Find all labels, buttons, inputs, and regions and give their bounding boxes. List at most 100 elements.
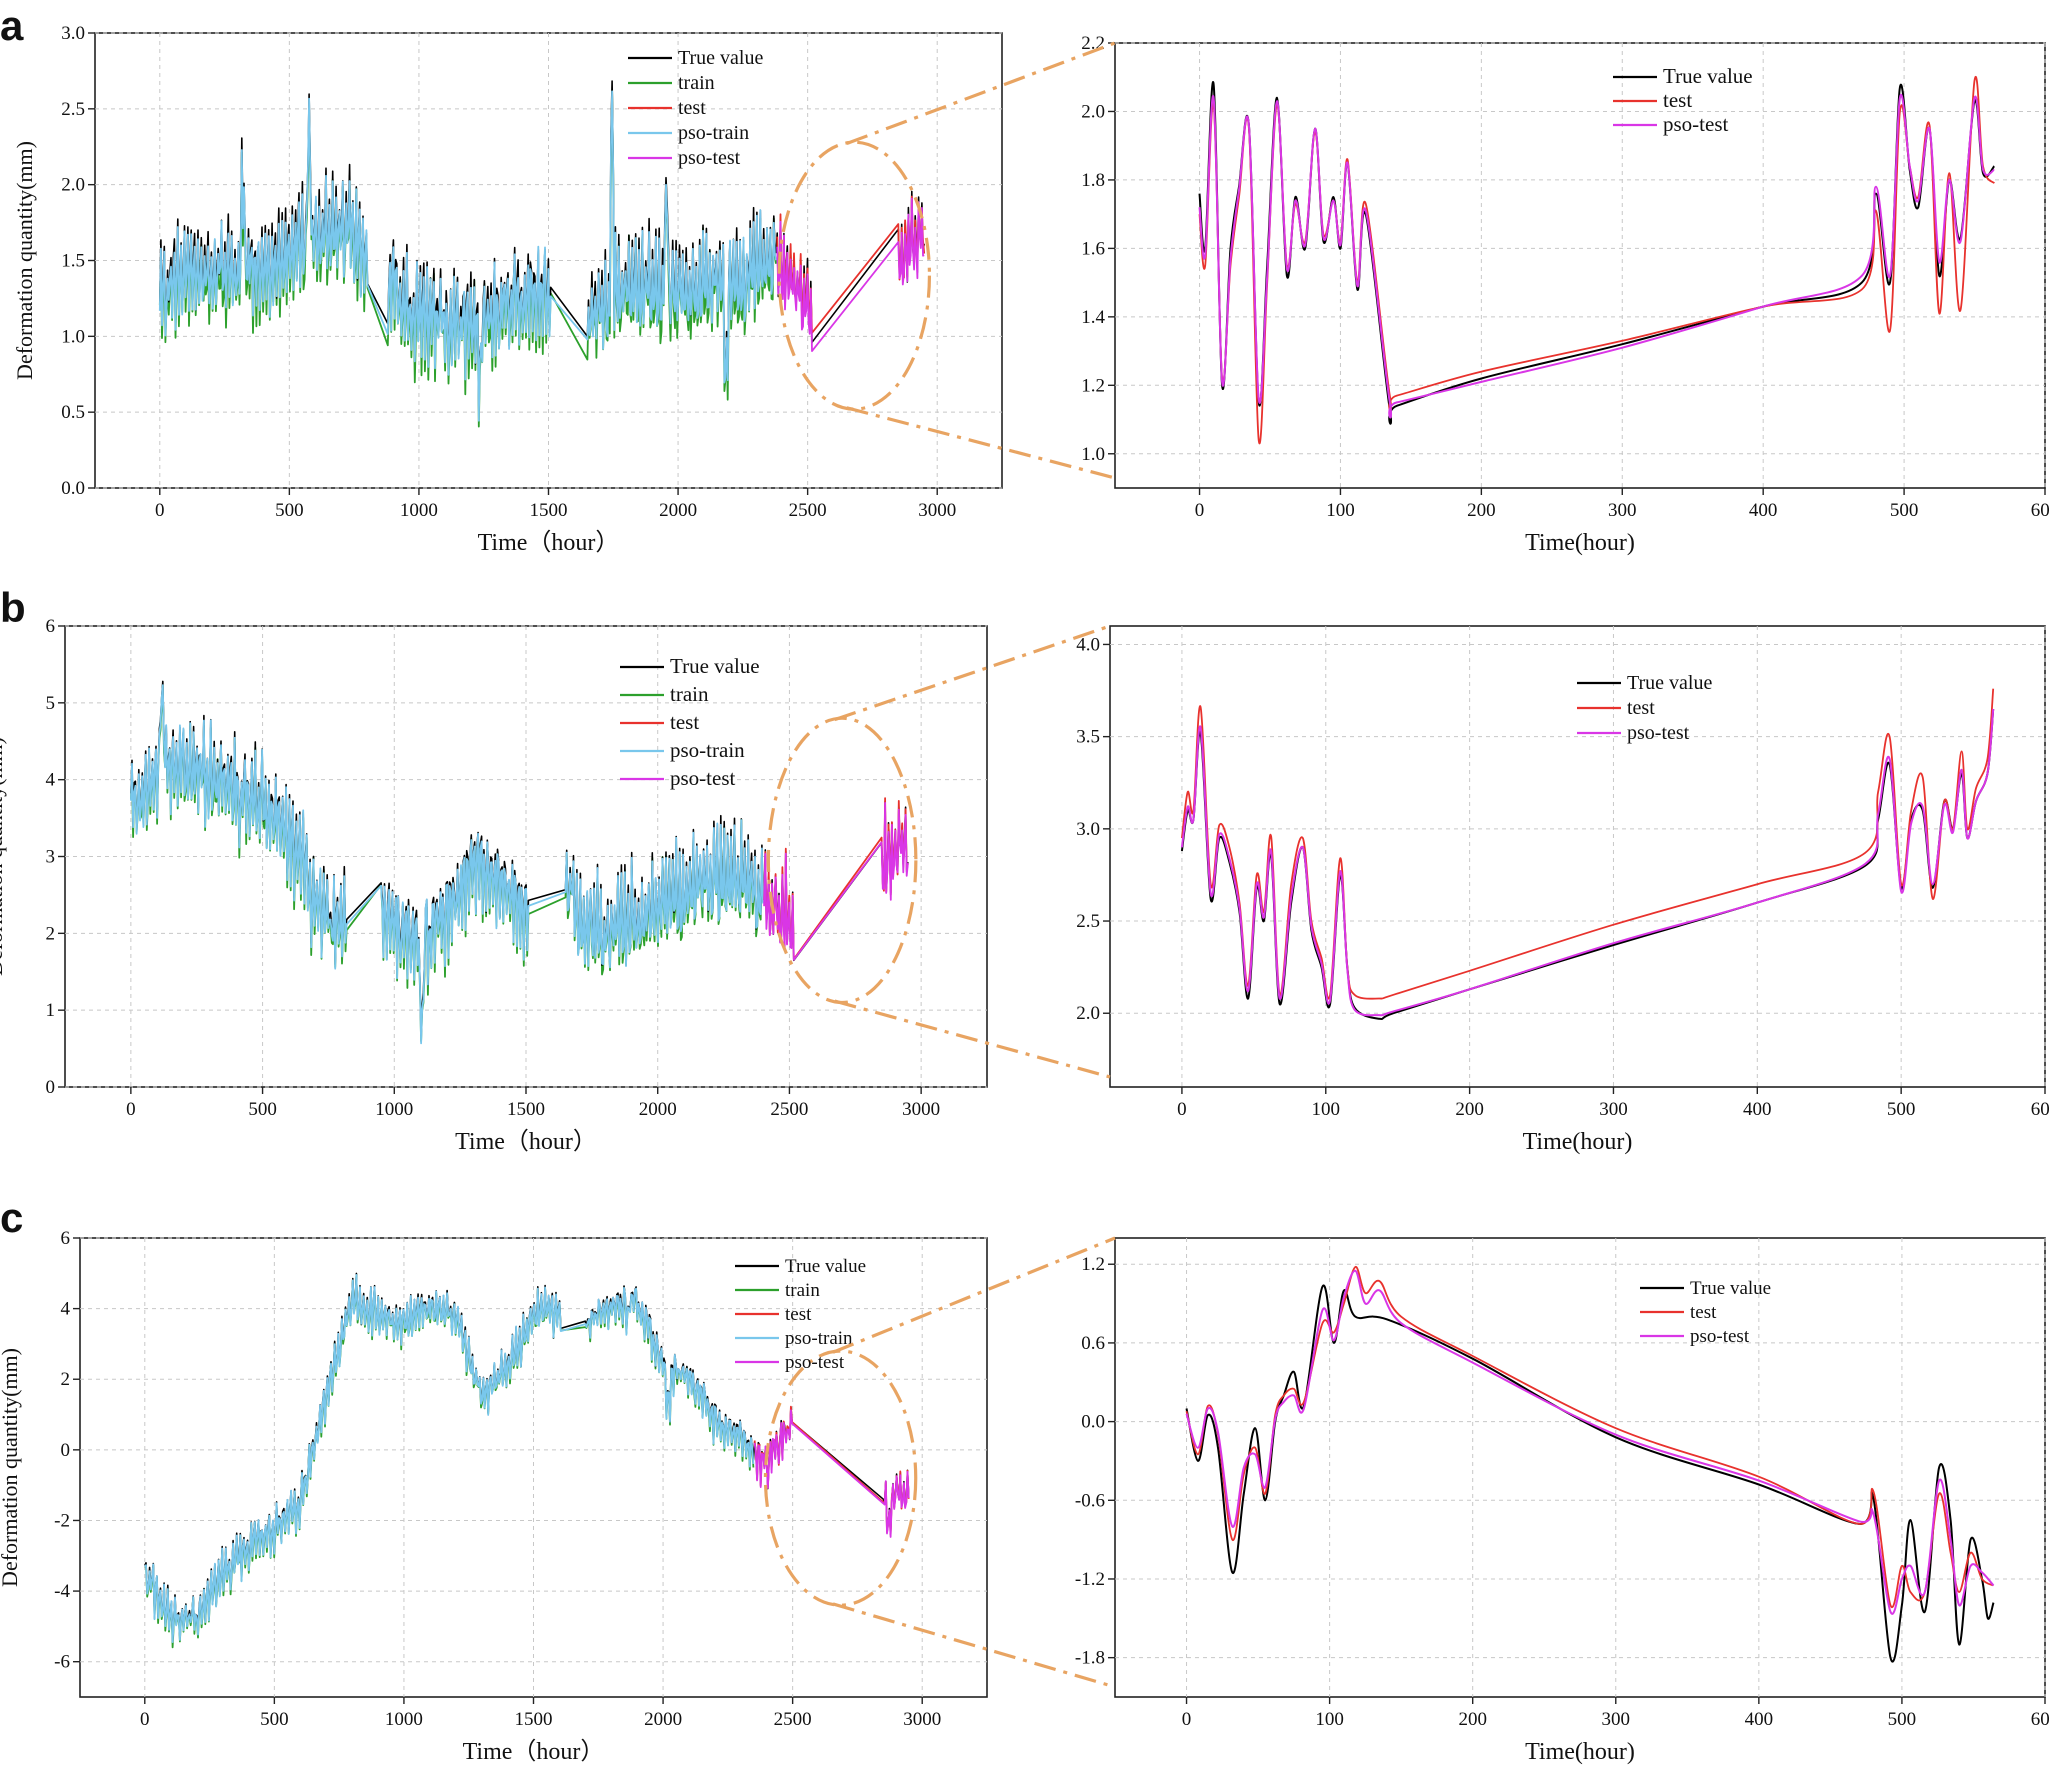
- plot-frame: [1114, 42, 2046, 489]
- x-tick-label: 1000: [375, 1099, 413, 1120]
- chart-b-right: 0 100 200 300 400 500 600 2.0 2.5 3.0 3.5 4.0 Time(h…: [1076, 625, 2050, 1155]
- x-tick-label: 500: [1888, 1709, 1917, 1730]
- grid: [1115, 1238, 2046, 1697]
- x-tick-label: 500: [275, 500, 304, 521]
- legend-label: test: [1627, 697, 1655, 719]
- series-pso-test-line: [753, 1409, 910, 1538]
- legend-label: pso-test: [670, 766, 735, 790]
- legend-label: True value: [785, 1256, 866, 1277]
- x-tick-label: 500: [1890, 500, 1919, 521]
- zoom-connector-bottom: [834, 999, 1111, 1079]
- zoom-connector-bottom: [846, 406, 1116, 480]
- x-tick-label: 200: [1455, 1099, 1484, 1120]
- x-tick-label: 3000: [903, 1709, 941, 1730]
- series-pso-test-line: [763, 802, 909, 961]
- legend-label: True value: [678, 47, 763, 69]
- x-tick-label: 1000: [385, 1709, 423, 1730]
- y-tick-label: 4: [61, 1299, 71, 1320]
- chart-a-left: 0 500 1000 1500 2000 2500 3000 0.0 0.5 1.0 1.5 2.0 2…: [12, 23, 1003, 556]
- y-tick-label: 5: [46, 693, 56, 714]
- zoom-connector-bottom: [832, 1602, 1116, 1689]
- plot-area: [158, 80, 926, 428]
- grid: [1115, 42, 2046, 488]
- x-tick-label: 1500: [515, 1709, 553, 1730]
- x-tick-label: 2000: [644, 1709, 682, 1730]
- chart-b-left: 0 500 1000 1500 2000 2500 3000 0 1 2 3 4 5 6 Time（hour…: [0, 616, 988, 1155]
- x-tick-label: 2500: [774, 1709, 812, 1730]
- x-tick-label: 1000: [400, 500, 438, 521]
- legend-label: test: [1690, 1302, 1717, 1323]
- x-axis-label: Time(hour): [1523, 1129, 1633, 1155]
- y-tick-label: -4: [54, 1581, 70, 1602]
- legend-label: test: [678, 97, 706, 119]
- x-axis-label: Time（hour）: [455, 1129, 597, 1155]
- y-tick-label: 3.0: [61, 23, 85, 44]
- series-pso-test-line: [776, 197, 925, 352]
- x-tick-label: 1500: [507, 1099, 545, 1120]
- y-tick-label: 1.0: [1081, 444, 1105, 465]
- legend-label: True value: [1690, 1278, 1771, 1299]
- legend-label: test: [785, 1304, 812, 1325]
- y-tick-label: -1.2: [1075, 1569, 1105, 1590]
- y-tick-label: 1.8: [1081, 170, 1105, 191]
- y-tick-label: 2.5: [61, 99, 85, 120]
- legend-label: True value: [670, 654, 760, 678]
- chart-c-right: 0 100 200 300 400 500 600 -1.8 -1.2 -0.6 0.0 0.6 1.2…: [1075, 1237, 2050, 1765]
- y-tick-label: 1: [46, 1000, 56, 1021]
- x-tick-label: 400: [1749, 500, 1778, 521]
- plot-area: [144, 1272, 910, 1649]
- x-tick-label: 400: [1745, 1709, 1774, 1730]
- legend-label: pso-train: [785, 1328, 853, 1349]
- x-tick-label: 2500: [789, 500, 827, 521]
- panel-label: a: [0, 2, 24, 49]
- y-axis-label: Deformation quantity(mm): [0, 737, 7, 976]
- y-tick-label: 1.5: [61, 251, 85, 272]
- x-tick-label: 500: [260, 1709, 289, 1730]
- zoom-connector-top: [834, 624, 1111, 722]
- plot-area: [1180, 688, 1995, 1021]
- plot-frame: [1109, 625, 2046, 1088]
- y-tick-label: 0.6: [1081, 1333, 1105, 1354]
- series-pso-test-line: [1185, 1269, 1995, 1615]
- y-tick-label: 2.0: [1081, 101, 1105, 122]
- y-tick-label: 0.0: [1081, 1412, 1105, 1433]
- y-tick-label: 0.5: [61, 402, 85, 423]
- series-pso-test-line: [1180, 708, 1995, 1017]
- grid: [95, 32, 1002, 489]
- y-axis-label: Deformation quantity(mm): [0, 1348, 22, 1587]
- zoom-ellipse: [777, 140, 932, 411]
- x-tick-label: 3000: [902, 1099, 940, 1120]
- legend-label: test: [670, 710, 699, 734]
- plot-frame: [1114, 1237, 2046, 1698]
- x-axis-label: Time(hour): [1525, 1739, 1635, 1765]
- y-tick-label: 1.0: [61, 326, 85, 347]
- x-tick-label: 600: [2031, 1099, 2050, 1120]
- x-tick-label: 300: [1599, 1099, 1628, 1120]
- y-tick-label: 3.0: [1076, 819, 1100, 840]
- y-tick-label: -1.8: [1075, 1648, 1105, 1669]
- x-tick-label: 400: [1743, 1099, 1772, 1120]
- x-tick-label: 200: [1458, 1709, 1487, 1730]
- x-tick-label: 100: [1312, 1099, 1341, 1120]
- x-tick-label: 600: [2031, 1709, 2050, 1730]
- legend-label: train: [670, 682, 709, 706]
- x-tick-label: 600: [2031, 500, 2050, 521]
- y-tick-label: 3: [46, 847, 56, 868]
- x-tick-label: 1500: [530, 500, 568, 521]
- legend: True value train test pso-train pso-test: [628, 47, 763, 169]
- y-tick-label: -2: [54, 1510, 70, 1531]
- y-tick-label: 4.0: [1076, 634, 1100, 655]
- series-pso-test-line: [1198, 93, 1995, 419]
- y-tick-label: 0: [61, 1440, 71, 1461]
- plot-area: [130, 680, 909, 1045]
- legend-label: pso-test: [1627, 722, 1690, 744]
- y-tick-label: 0: [46, 1077, 56, 1098]
- series-pso-train-line: [130, 684, 764, 1045]
- zoom-connector-top: [832, 1236, 1116, 1354]
- legend: True value train test pso-train pso-test: [735, 1256, 866, 1373]
- zoom-ellipse: [763, 1349, 918, 1607]
- x-tick-label: 2000: [639, 1099, 677, 1120]
- chart-c-left: 0 500 1000 1500 2000 2500 3000 -6 -4 -2 0 2 4 6 Time（h…: [0, 1228, 988, 1765]
